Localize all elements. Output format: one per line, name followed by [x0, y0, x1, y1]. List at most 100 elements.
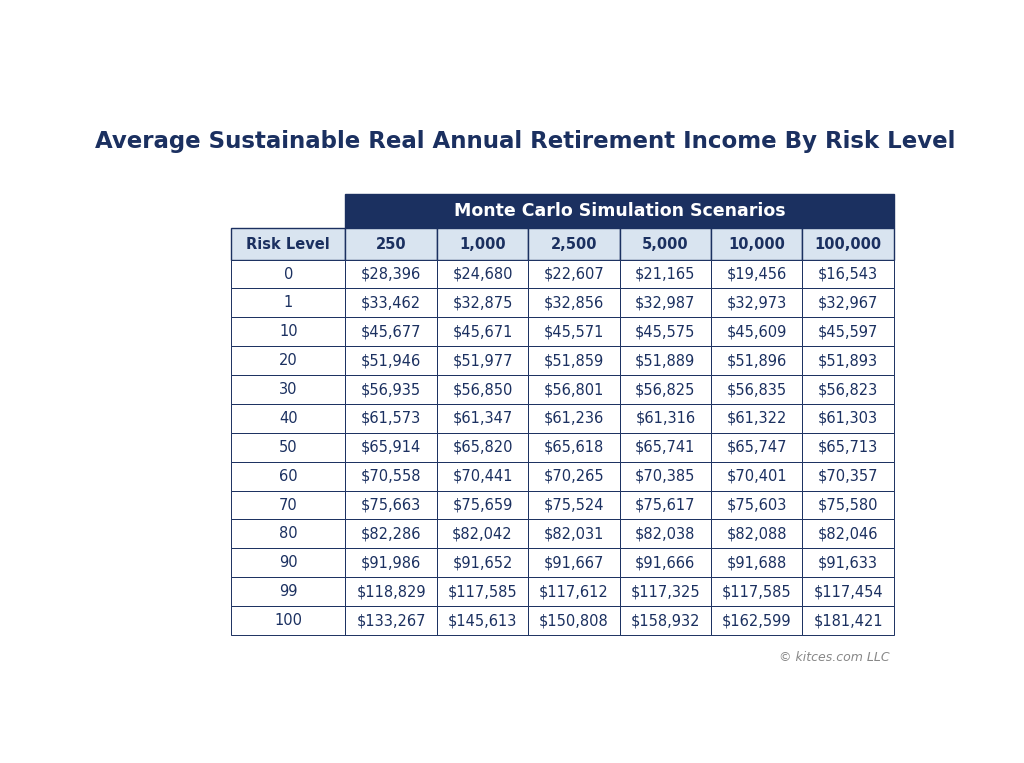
Text: $70,441: $70,441 [453, 468, 513, 484]
Text: $32,875: $32,875 [453, 295, 513, 311]
Bar [620, 317, 711, 346]
Text: $65,713: $65,713 [818, 439, 879, 455]
Text: $117,585: $117,585 [722, 584, 792, 599]
Text: $32,987: $32,987 [635, 295, 695, 311]
Bar [437, 462, 528, 491]
Bar [231, 433, 345, 462]
Text: 0: 0 [284, 266, 293, 282]
Text: $75,603: $75,603 [727, 497, 786, 513]
Bar [231, 549, 345, 578]
Text: Average Sustainable Real Annual Retirement Income By Risk Level: Average Sustainable Real Annual Retireme… [94, 130, 955, 153]
Bar [437, 491, 528, 520]
Text: 10,000: 10,000 [728, 237, 785, 252]
Bar [528, 462, 620, 491]
Text: Risk Level: Risk Level [247, 237, 330, 252]
Text: $56,835: $56,835 [727, 382, 786, 397]
Bar [345, 462, 437, 491]
Text: $24,680: $24,680 [453, 266, 513, 282]
Text: 250: 250 [376, 237, 407, 252]
Text: $51,977: $51,977 [453, 353, 513, 369]
Bar [803, 606, 894, 635]
Bar [528, 606, 620, 635]
Bar [803, 228, 894, 259]
Bar [345, 520, 437, 549]
Text: $16,543: $16,543 [818, 266, 879, 282]
Text: $91,688: $91,688 [727, 555, 786, 570]
Text: $51,893: $51,893 [818, 353, 879, 369]
Bar [803, 433, 894, 462]
Bar [620, 346, 711, 375]
Text: $51,889: $51,889 [635, 353, 695, 369]
Bar [803, 317, 894, 346]
Bar [620, 228, 711, 259]
Text: $70,265: $70,265 [544, 468, 604, 484]
Bar [345, 346, 437, 375]
Text: $21,165: $21,165 [635, 266, 695, 282]
Text: $33,462: $33,462 [361, 295, 421, 311]
Text: $118,829: $118,829 [356, 584, 426, 599]
Bar [437, 375, 528, 404]
Text: $51,946: $51,946 [361, 353, 421, 369]
Bar [711, 578, 803, 606]
Text: $91,633: $91,633 [818, 555, 879, 570]
Text: $28,396: $28,396 [361, 266, 421, 282]
Text: $32,967: $32,967 [818, 295, 879, 311]
Text: $65,820: $65,820 [453, 439, 513, 455]
Text: $91,652: $91,652 [453, 555, 513, 570]
Text: 1,000: 1,000 [459, 237, 506, 252]
Text: $45,671: $45,671 [453, 324, 513, 340]
Bar [803, 549, 894, 578]
Text: 100: 100 [274, 613, 302, 628]
Bar [620, 578, 711, 606]
Bar [711, 549, 803, 578]
Text: $61,322: $61,322 [727, 411, 786, 426]
Text: 30: 30 [280, 382, 298, 397]
Bar [345, 606, 437, 635]
Bar [437, 433, 528, 462]
Text: $91,986: $91,986 [361, 555, 421, 570]
Text: 100,000: 100,000 [814, 237, 882, 252]
Bar [711, 606, 803, 635]
Text: $75,659: $75,659 [453, 497, 513, 513]
Bar [803, 491, 894, 520]
Bar [231, 317, 345, 346]
Bar [711, 404, 803, 433]
Text: $158,932: $158,932 [631, 613, 700, 628]
Bar [437, 346, 528, 375]
Text: Monte Carlo Simulation Scenarios: Monte Carlo Simulation Scenarios [454, 202, 785, 221]
Bar [620, 259, 711, 288]
Text: $150,808: $150,808 [539, 613, 609, 628]
Text: 90: 90 [279, 555, 298, 570]
Text: 1: 1 [284, 295, 293, 311]
Text: $70,385: $70,385 [635, 468, 695, 484]
Text: $65,618: $65,618 [544, 439, 604, 455]
Bar [231, 462, 345, 491]
Text: 80: 80 [279, 526, 298, 542]
Text: $65,914: $65,914 [361, 439, 421, 455]
Text: $61,316: $61,316 [635, 411, 695, 426]
Text: $70,401: $70,401 [726, 468, 787, 484]
Bar [803, 404, 894, 433]
Bar [803, 520, 894, 549]
Bar [345, 549, 437, 578]
Bar [803, 346, 894, 375]
Bar [528, 259, 620, 288]
Bar [437, 520, 528, 549]
Text: 50: 50 [279, 439, 298, 455]
Bar [528, 346, 620, 375]
Bar [231, 491, 345, 520]
Bar [711, 346, 803, 375]
Bar [620, 606, 711, 635]
Bar [711, 520, 803, 549]
Bar [437, 549, 528, 578]
Text: $82,038: $82,038 [635, 526, 695, 542]
Bar [231, 195, 345, 228]
Bar [231, 606, 345, 635]
Bar [803, 375, 894, 404]
Bar [711, 228, 803, 259]
Text: 40: 40 [279, 411, 298, 426]
Text: $51,859: $51,859 [544, 353, 604, 369]
Text: $61,573: $61,573 [361, 411, 421, 426]
Bar [345, 433, 437, 462]
Text: 10: 10 [279, 324, 298, 340]
